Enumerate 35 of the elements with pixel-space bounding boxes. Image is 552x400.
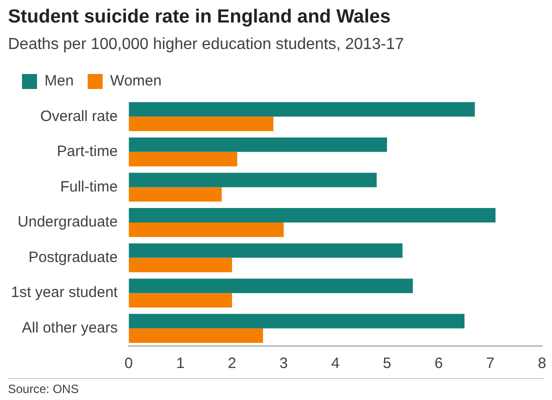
- x-tick-label: 4: [331, 355, 340, 372]
- y-tick-label: All other years: [22, 320, 118, 336]
- bar: [128, 278, 413, 294]
- bar: [128, 116, 274, 132]
- x-tick-label: 5: [382, 355, 392, 372]
- x-tick-label: 0: [124, 355, 133, 372]
- x-tick-label: 8: [538, 355, 546, 372]
- bar: [128, 222, 284, 237]
- bar: [128, 258, 232, 272]
- bar: [128, 152, 238, 166]
- chart-title: Student suicide rate in England and Wales: [8, 6, 391, 28]
- bar: [128, 172, 377, 188]
- bar: [128, 243, 403, 258]
- y-tick-label: Undergraduate: [18, 214, 118, 231]
- legend-label: Men: [44, 72, 74, 90]
- bar: [128, 328, 264, 343]
- x-tick-label: 3: [280, 355, 288, 372]
- chart-subtitle: Deaths per 100,000 higher education students, 2013-17: [8, 36, 404, 53]
- legend-label: Women: [110, 72, 162, 90]
- y-tick-label: Overall rate: [40, 108, 118, 125]
- y-tick-label: 1st year student: [10, 284, 119, 302]
- y-tick-label: Postgraduate: [28, 248, 118, 266]
- x-tick-label: 2: [228, 355, 236, 372]
- x-tick-label: 7: [486, 355, 495, 372]
- bar: [128, 208, 496, 222]
- bar: [128, 102, 475, 117]
- source-note: Source: ONS: [8, 382, 80, 396]
- bar: [128, 137, 388, 152]
- y-tick-label: Part-time: [56, 143, 118, 160]
- bar: [128, 314, 465, 328]
- x-tick-label: 1: [176, 355, 185, 372]
- bar: [128, 187, 222, 202]
- x-tick-label: 6: [434, 355, 443, 372]
- bar: [128, 293, 232, 308]
- y-tick-label: Full-time: [60, 178, 118, 196]
